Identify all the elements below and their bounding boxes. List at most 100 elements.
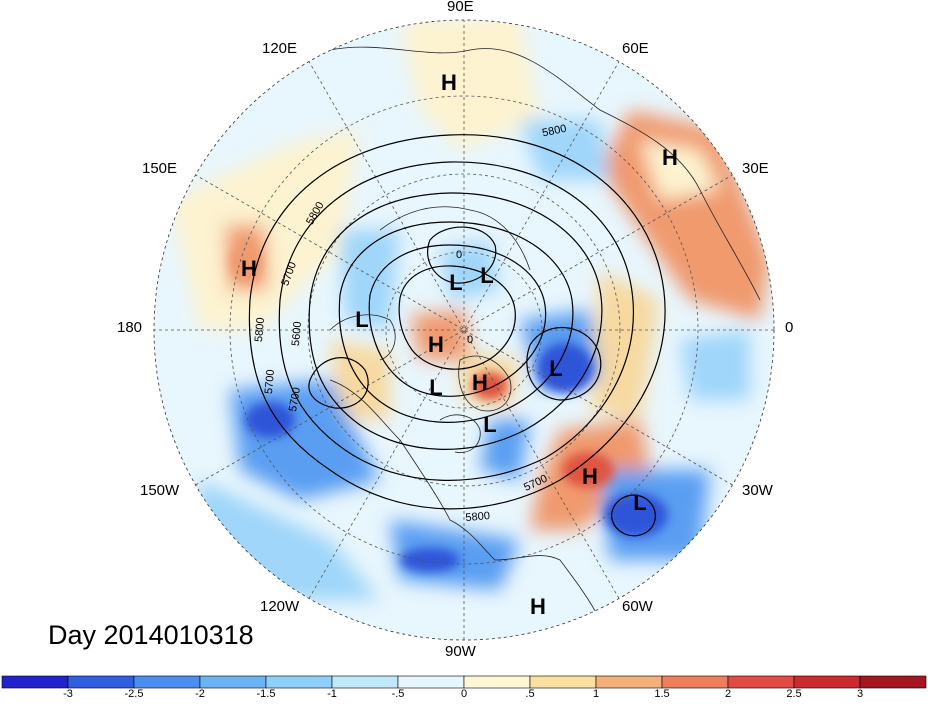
colorbar-tick-label: -2.5 bbox=[124, 688, 144, 700]
meridian-line bbox=[195, 174, 733, 486]
latitude-circle bbox=[385, 251, 543, 409]
longitude-label: 120E bbox=[262, 40, 298, 57]
contour-pacific-cell bbox=[308, 357, 369, 409]
coastline-north-america bbox=[329, 379, 601, 621]
contour-5500 bbox=[338, 221, 574, 423]
contour-value-label: 0 bbox=[467, 334, 473, 346]
contour-5800-outer bbox=[248, 134, 666, 510]
core-greenland-high bbox=[472, 372, 508, 400]
latitude-circle bbox=[229, 95, 699, 565]
contour-5600 bbox=[308, 192, 603, 450]
longitude-label: 120W bbox=[260, 598, 300, 615]
contour-5400 bbox=[368, 244, 547, 397]
high-pressure-label: H bbox=[241, 256, 257, 281]
colorbar-swatch bbox=[859, 675, 927, 689]
contour-value-label: 5800 bbox=[465, 510, 490, 524]
colorbar-tick-label: 1.5 bbox=[654, 688, 670, 700]
meridian-line bbox=[195, 174, 733, 486]
warm-anomaly-atlantic-north bbox=[590, 270, 660, 420]
coastline-greenland bbox=[458, 355, 512, 412]
coastline-alaska bbox=[329, 314, 396, 361]
colorbar-swatch bbox=[595, 675, 663, 689]
contour-value-label: 5700 bbox=[287, 386, 303, 412]
colorbar-swatch bbox=[133, 675, 201, 689]
longitude-label: 150W bbox=[140, 482, 180, 499]
cool-anomaly-hudson bbox=[480, 420, 530, 480]
high-pressure-label: H bbox=[428, 332, 444, 357]
contour-atlantic-low-cell bbox=[611, 494, 656, 537]
colorbar-swatch bbox=[793, 675, 861, 689]
colorbar-tick-label: -.5 bbox=[391, 688, 405, 700]
cool-anomaly-sea bbox=[520, 120, 610, 180]
coastline-eurasia bbox=[329, 46, 761, 301]
core-mexico-cool bbox=[400, 548, 460, 572]
colorbar-tick-label: 2 bbox=[724, 688, 732, 700]
colorbar-tick-label: -2 bbox=[195, 688, 205, 700]
colorbar-swatch bbox=[1, 675, 69, 689]
meridian-line bbox=[308, 61, 620, 599]
warm-anomaly-africa bbox=[640, 140, 720, 200]
colorbar-tick-label: 0 bbox=[460, 688, 468, 700]
colorbar-swatch bbox=[463, 675, 531, 689]
warm-anomaly-alaska bbox=[330, 340, 390, 420]
colorbar-swatch bbox=[727, 675, 795, 689]
colorbar-swatch bbox=[265, 675, 333, 689]
date-label: Day 2014010318 bbox=[48, 620, 254, 650]
colorbar-tick-label: -3 bbox=[63, 688, 73, 700]
cool-anomaly-north-africa bbox=[680, 330, 750, 400]
low-pressure-label: L bbox=[449, 270, 462, 295]
high-pressure-label: H bbox=[662, 145, 678, 170]
map-boundary bbox=[153, 19, 775, 641]
colorbar-swatch bbox=[529, 675, 597, 689]
contour-atlantic-cell bbox=[526, 326, 602, 401]
colorbar-tick-label: 2.5 bbox=[786, 688, 802, 700]
colorbar bbox=[1, 675, 927, 689]
warm-anomaly-central bbox=[410, 310, 470, 360]
colorbar-tick-label: .5 bbox=[525, 688, 535, 700]
longitude-label: 30E bbox=[742, 160, 769, 177]
low-pressure-label: L bbox=[355, 307, 368, 332]
colorbar-swatch bbox=[661, 675, 729, 689]
core-east-siberia-high bbox=[230, 244, 262, 280]
contour-value-label: 5800 bbox=[541, 123, 567, 140]
colorbar-tick-label: 1 bbox=[592, 688, 600, 700]
latitude-circle bbox=[307, 173, 621, 487]
low-pressure-label: L bbox=[549, 356, 562, 381]
meridian-line bbox=[308, 61, 620, 599]
low-pressure-label: L bbox=[480, 263, 493, 288]
high-pressure-label: H bbox=[441, 70, 457, 95]
contour-value-label: 5800 bbox=[253, 317, 267, 342]
longitude-label: 150E bbox=[142, 160, 178, 177]
height-contours bbox=[248, 134, 666, 537]
longitude-label: 0 bbox=[785, 319, 794, 336]
colorbar-swatch bbox=[199, 675, 267, 689]
high-pressure-label: H bbox=[582, 464, 598, 489]
colorbar-tick-label: -1 bbox=[327, 688, 337, 700]
longitude-label: 60E bbox=[622, 40, 649, 57]
high-pressure-label: H bbox=[530, 594, 546, 619]
contour-value-label: 0 bbox=[456, 249, 462, 261]
longitude-label: 90W bbox=[445, 643, 476, 660]
contour-5300 bbox=[398, 265, 516, 370]
longitude-label: 90E bbox=[447, 0, 474, 15]
warm-anomaly-siberia bbox=[400, 20, 540, 150]
low-pressure-label: L bbox=[483, 412, 496, 437]
colorbar-swatch bbox=[331, 675, 399, 689]
cool-anomaly-siberia-west bbox=[340, 230, 400, 330]
coastline-arctic bbox=[379, 206, 531, 271]
coastlines bbox=[329, 46, 761, 621]
graticule bbox=[154, 20, 774, 640]
colorbar-tick-label: 3 bbox=[856, 688, 864, 700]
colorbar-swatch bbox=[397, 675, 465, 689]
low-pressure-label: L bbox=[633, 490, 646, 515]
coastline-hudson bbox=[439, 414, 481, 453]
contour-value-label: 5600 bbox=[290, 321, 304, 346]
core-iceland-low bbox=[537, 343, 593, 393]
longitude-label: 60W bbox=[622, 598, 653, 615]
contour-value-label: 5700 bbox=[263, 369, 277, 394]
contour-5700 bbox=[278, 161, 634, 481]
colorbar-swatch bbox=[67, 675, 135, 689]
